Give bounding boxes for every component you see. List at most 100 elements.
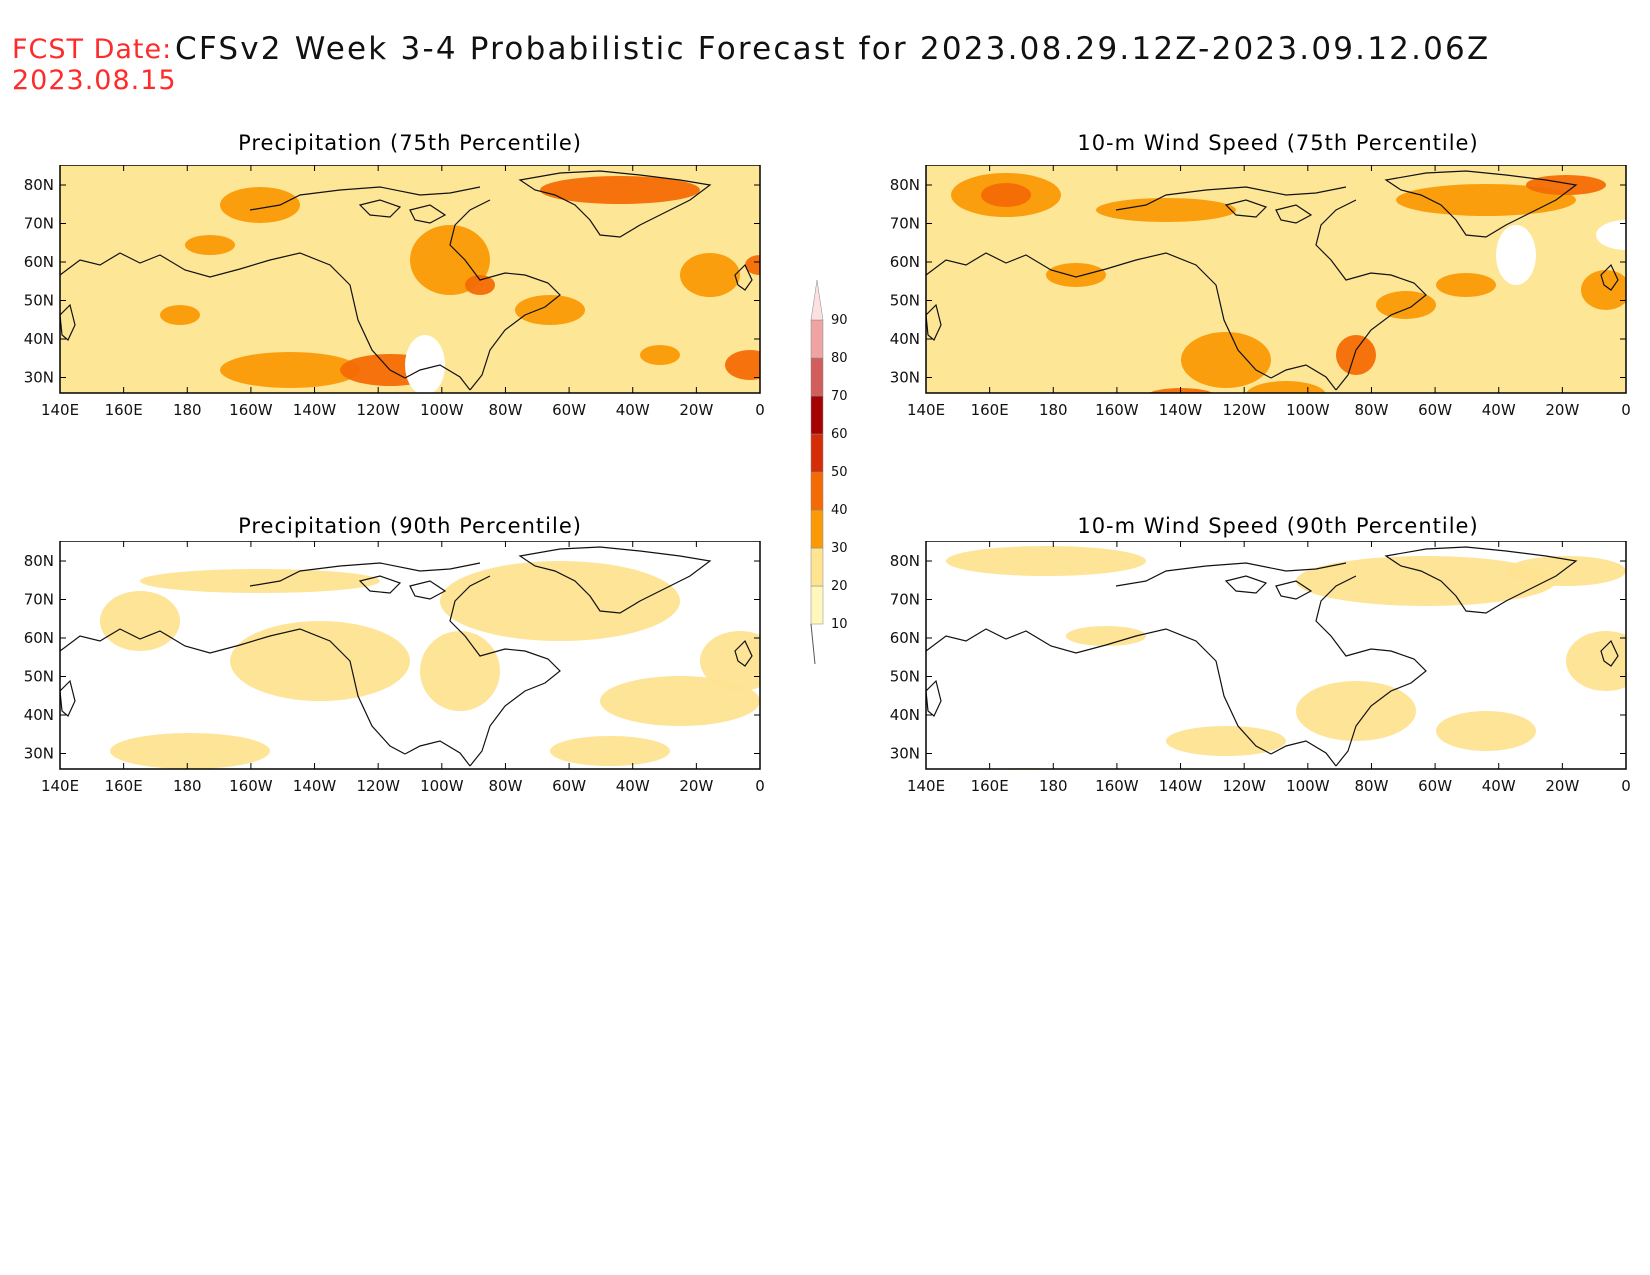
coastline <box>1115 186 1347 211</box>
lon-label: 20W <box>679 777 713 795</box>
map-frame <box>925 541 1627 770</box>
lat-label: 30N <box>890 369 920 387</box>
colorbar-label: 60 <box>831 427 848 442</box>
lat-label: 30N <box>24 369 54 387</box>
probability-contour <box>100 591 180 651</box>
lat-label: 50N <box>890 292 920 310</box>
colorbar-label: 70 <box>831 389 848 404</box>
coastline <box>1275 204 1313 224</box>
lat-label: 70N <box>890 591 920 609</box>
probability-contour <box>1376 291 1436 319</box>
coastline <box>404 364 471 391</box>
coastline <box>1600 263 1619 291</box>
colorbar-label: 30 <box>831 541 848 556</box>
colorbar-label: 10 <box>831 617 848 632</box>
coastline <box>734 263 753 291</box>
map-frame <box>925 165 1627 394</box>
colorbar-label: 90 <box>831 313 848 328</box>
panel-title-precip-75: Precipitation (75th Percentile) <box>238 131 582 155</box>
lon-label: 0 <box>755 401 765 419</box>
lon-label: 160W <box>1095 401 1139 419</box>
lat-label: 30N <box>24 745 54 763</box>
coastline <box>1275 580 1313 600</box>
probability-contour <box>220 187 300 223</box>
lat-label: 60N <box>890 629 920 647</box>
probability-contour <box>550 736 670 766</box>
lat-label: 70N <box>24 215 54 233</box>
lon-label: 160E <box>971 777 1009 795</box>
probability-contour <box>1581 270 1626 310</box>
lon-label: 100W <box>1286 777 1330 795</box>
coastline <box>1270 740 1337 767</box>
colorbar-label: 50 <box>831 465 848 480</box>
probability-contour <box>420 631 500 711</box>
lat-label: 40N <box>24 330 54 348</box>
lat-label: 30N <box>890 745 920 763</box>
lon-label: 60W <box>1418 401 1452 419</box>
coastline <box>449 575 561 767</box>
probability-contour <box>1181 332 1271 388</box>
lon-label: 60W <box>552 401 586 419</box>
probability-contour <box>440 561 680 641</box>
lon-label: 100W <box>420 401 464 419</box>
lon-label: 180 <box>173 401 202 419</box>
probability-contour <box>465 275 495 295</box>
probability-contour <box>725 350 760 380</box>
colorbar-segment <box>810 395 824 435</box>
coastline <box>404 740 471 767</box>
probability-contour <box>1506 556 1626 586</box>
lon-label: 0 <box>1621 401 1631 419</box>
coastline <box>409 580 447 600</box>
coastline <box>926 303 942 341</box>
lon-label: 60W <box>1418 777 1452 795</box>
lat-label: 80N <box>890 552 920 570</box>
probability-contour <box>160 305 200 325</box>
coastline <box>734 639 753 667</box>
lon-label: 20W <box>1545 777 1579 795</box>
coastline <box>1270 364 1337 391</box>
lon-label: 100W <box>1286 401 1330 419</box>
probability-contour <box>540 176 700 204</box>
lon-label: 0 <box>1621 777 1631 795</box>
lat-label: 60N <box>24 253 54 271</box>
coastline <box>60 303 76 341</box>
lon-label: 160E <box>105 777 143 795</box>
colorbar-label: 20 <box>831 579 848 594</box>
lat-label: 50N <box>24 668 54 686</box>
coastline <box>518 546 712 614</box>
coastline <box>518 170 712 238</box>
probability-contour <box>981 183 1031 207</box>
no-signal-area <box>405 335 445 393</box>
lon-label: 160W <box>1095 777 1139 795</box>
lon-label: 140E <box>41 777 79 795</box>
probability-contour <box>220 352 360 388</box>
fcst-date-label: FCST Date: <box>12 34 173 65</box>
probability-contour <box>185 235 235 255</box>
probability-contour <box>1396 184 1576 216</box>
lat-label: 70N <box>24 591 54 609</box>
lon-label: 80W <box>488 777 522 795</box>
map-panel-wind-90: 80N 70N 60N 50N 40N 30N 140E 160E 180 160W 140W 120… <box>890 541 1631 795</box>
lon-label: 120W <box>1222 777 1266 795</box>
coastline <box>449 199 561 391</box>
coastline <box>1224 199 1268 218</box>
no-signal-area <box>1496 225 1536 285</box>
coastline <box>926 252 1272 379</box>
coastline <box>926 628 1272 755</box>
probability-contour <box>1336 335 1376 375</box>
lat-label: 60N <box>890 253 920 271</box>
coastline <box>1115 562 1347 587</box>
probability-contour <box>700 631 760 691</box>
lon-label: 140W <box>293 401 337 419</box>
colorbar-segment <box>810 471 824 511</box>
probability-contour <box>1296 556 1556 606</box>
colorbar-label: 40 <box>831 503 848 518</box>
lon-label: 20W <box>1545 401 1579 419</box>
probability-contour <box>410 225 490 295</box>
colorbar-segment <box>810 547 824 587</box>
probability-contour <box>1566 631 1626 691</box>
colorbar-max-triangle <box>810 279 824 321</box>
lat-label: 80N <box>24 552 54 570</box>
colorbar-segment <box>810 433 824 473</box>
